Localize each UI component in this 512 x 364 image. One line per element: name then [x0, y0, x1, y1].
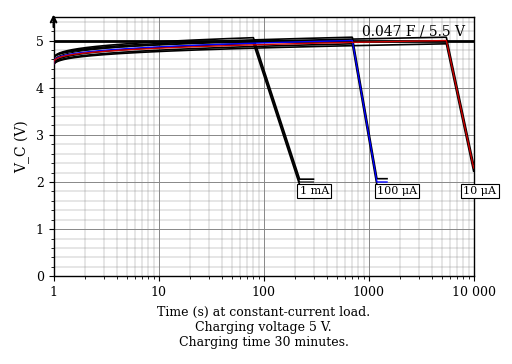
Y-axis label: V_C (V): V_C (V): [15, 120, 30, 173]
Text: 1 mA: 1 mA: [300, 186, 329, 196]
Text: 100 μA: 100 μA: [377, 186, 417, 196]
Text: 10 μA: 10 μA: [463, 186, 497, 196]
X-axis label: Time (s) at constant-current load.
Charging voltage 5 V.
Charging time 30 minute: Time (s) at constant-current load. Charg…: [157, 306, 370, 349]
Text: 0.047 F / 5.5 V: 0.047 F / 5.5 V: [362, 25, 465, 39]
